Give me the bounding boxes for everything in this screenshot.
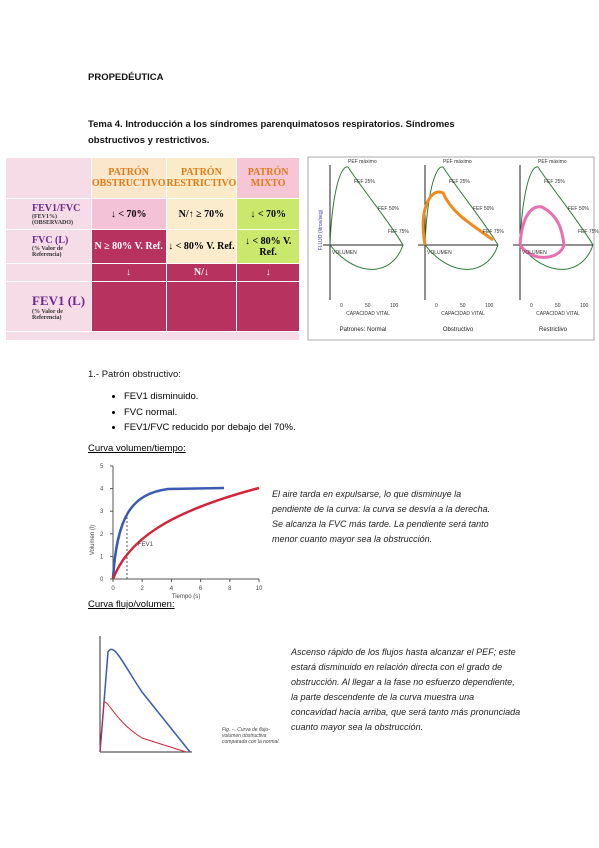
figure-heading: Curva flujo/volumen: — [88, 599, 175, 610]
peak-label: PEF máximo — [538, 159, 567, 165]
figure-caption: Fig. –. Curva de flujo-volumen obstructi… — [222, 727, 280, 745]
fef-label: FEF 75% — [388, 229, 409, 235]
panel-title: Restrictivo — [539, 327, 568, 333]
y-tick-label: 2 — [100, 532, 104, 538]
flow-volume-panel: PEF máximo FEF 25% FEF 50% FEF 75% VOLUMEN 0 5… — [418, 159, 504, 333]
row-label: FEV1 (L) — [32, 292, 86, 308]
y-axis-label: FLUJO (litros/seg) — [318, 209, 324, 250]
x-tick-label: 4 — [170, 586, 174, 592]
flow-volume-panel-frame — [307, 156, 595, 341]
pattern-loop — [421, 190, 494, 246]
cell: ↓ < 80% V. Ref. — [165, 229, 238, 264]
normal-loop — [99, 648, 191, 753]
y-tick-label: 0 — [100, 577, 104, 583]
cell: ↓ < 80% V. Ref. — [236, 229, 300, 264]
pattern-loop — [518, 205, 566, 259]
normal-loop — [329, 166, 404, 270]
x-tick-label: 50 — [460, 303, 466, 309]
x-tick-label: 100 — [485, 303, 494, 309]
marker-label: FEV1 — [138, 542, 154, 548]
fef-label: FEF 50% — [473, 206, 494, 212]
panel-title: Obstructivo — [443, 327, 474, 333]
x-tick-label: 50 — [365, 303, 371, 309]
peak-label: PEF máximo — [348, 159, 377, 165]
cell: ↓ — [236, 263, 300, 282]
x-axis-label: CAPACIDAD VITAL — [441, 311, 485, 317]
row-sublabel: (% Valor de Referencia) — [32, 308, 63, 321]
y-tick-label: 1 — [100, 554, 104, 560]
bullet: FEV1 disminuido. — [124, 389, 296, 405]
y-axis-label: Volumen (l) — [90, 525, 96, 555]
fef-label: FEF 50% — [378, 206, 399, 212]
obstructive-loop — [99, 701, 187, 753]
cell: ↓ < 70% — [90, 198, 167, 230]
cell: N ≥ 80% V. Ref. — [90, 229, 167, 264]
y-tick-label: 5 — [100, 464, 104, 470]
fef-label: FEF 25% — [544, 179, 565, 185]
flow-volume-panel: PEF máximo FEF 25% FEF 50% FEF 75% VOLUMEN 0 5… — [513, 159, 599, 333]
x-axis-label: CAPACIDAD VITAL — [346, 311, 390, 317]
fef-label: FEF 75% — [578, 229, 599, 235]
y-tick-label: 3 — [100, 509, 104, 515]
cell: N/↑ ≥ 70% — [165, 198, 238, 230]
paragraph: El aire tarda en expulsarse, lo que dism… — [272, 489, 491, 544]
row-label: FVC (L) — [32, 235, 69, 246]
x-tick-label: 0 — [340, 303, 343, 309]
obstructive-curve — [111, 486, 260, 580]
x-tick-label: 6 — [199, 586, 203, 592]
y-tick-label: 4 — [100, 487, 104, 493]
pattern-table: PATRÓN OBSTRUCTIVO PATRÓN RESTRICTIVO PA… — [5, 157, 300, 341]
topic-title: Tema 4. Introducción a los síndromes par… — [88, 119, 455, 146]
fef-label: FEF 75% — [483, 229, 504, 235]
row-label: FEV1/FVC — [32, 202, 81, 214]
fef-label: FEF 50% — [568, 206, 589, 212]
section-title: 1.- Patrón obstructivo: — [88, 369, 181, 380]
x-tick-label: 0 — [111, 586, 115, 592]
x-tick-label: 2 — [141, 586, 145, 592]
figure-heading: Curva volumen/tiempo: — [88, 443, 186, 454]
x-tick-label: 100 — [390, 303, 399, 309]
volume-label: VOLUMEN — [427, 250, 452, 256]
x-axis-label: CAPACIDAD VITAL — [536, 311, 580, 317]
fef-label: FEF 25% — [354, 179, 375, 185]
volume-label: VOLUMEN — [522, 250, 547, 256]
panel-title: Patrones: Normal — [340, 327, 387, 333]
normal-loop — [424, 166, 499, 270]
fef-label: FEF 25% — [449, 179, 470, 185]
normal-curve — [111, 486, 225, 580]
peak-label: PEF máximo — [443, 159, 472, 165]
normal-loop — [519, 166, 594, 270]
volume-label: VOLUMEN — [332, 250, 357, 256]
row-sublabel: (FEV1%) (OBSERVADO) — [32, 213, 74, 226]
column-header: PATRÓN MIXTO — [236, 157, 300, 199]
bullet-list: FEV1 disminuido.FVC normal.FEV1/FVC redu… — [100, 389, 296, 436]
row-sublabel: (% Valor de Referencia) — [32, 246, 63, 258]
x-tick-label: 0 — [530, 303, 533, 309]
x-tick-label: 50 — [555, 303, 561, 309]
x-tick-label: 100 — [580, 303, 589, 309]
bullet: FEV1/FVC reducido por debajo del 70%. — [124, 420, 296, 436]
header-title: PROPEDÉUTICA — [88, 72, 164, 83]
bullet: FVC normal. — [124, 405, 296, 421]
cell: ↓ < 70% — [236, 198, 300, 230]
x-axis-label: Tiempo (s) — [172, 594, 200, 600]
x-tick-label: 10 — [256, 586, 263, 592]
paragraph: Ascenso rápido de los flujos hasta alcan… — [291, 647, 521, 732]
column-header: PATRÓN OBSTRUCTIVO — [90, 157, 167, 199]
column-header: PATRÓN RESTRICTIVO — [165, 157, 238, 199]
x-tick-label: 8 — [228, 586, 232, 592]
x-tick-label: 0 — [435, 303, 438, 309]
flow-volume-panel: PEF máximo FEF 25% FEF 50% FEF 75% VOLUMEN 0 5… — [323, 159, 409, 333]
